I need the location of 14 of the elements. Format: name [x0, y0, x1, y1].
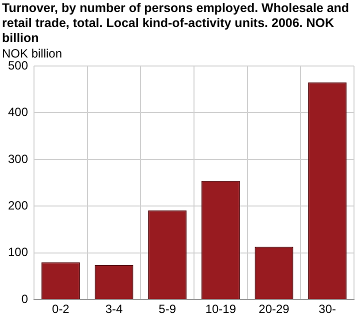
x-tick-label: 3-4 [105, 302, 124, 316]
x-tick-label: 10-19 [205, 302, 236, 316]
y-tick-label: 200 [8, 198, 28, 212]
x-tick-label: 5-9 [158, 302, 176, 316]
x-tick-label: 20-29 [258, 302, 290, 316]
y-tick-label: 500 [8, 58, 28, 72]
y-axis-title: NOK billion [2, 46, 62, 60]
y-tick-label: 300 [8, 152, 28, 166]
x-tick-label: 30- [318, 302, 336, 316]
y-tick-label: 0 [21, 292, 28, 306]
chart-title: Turnover, by number of persons employed. Wholesale and retail trade, total. Local kind-of-activity units. 2006. NOK billion [2, 1, 350, 46]
y-tick-label: 400 [8, 105, 28, 120]
y-tick-label: 100 [8, 245, 28, 260]
x-tick-label: 0-2 [52, 302, 70, 316]
